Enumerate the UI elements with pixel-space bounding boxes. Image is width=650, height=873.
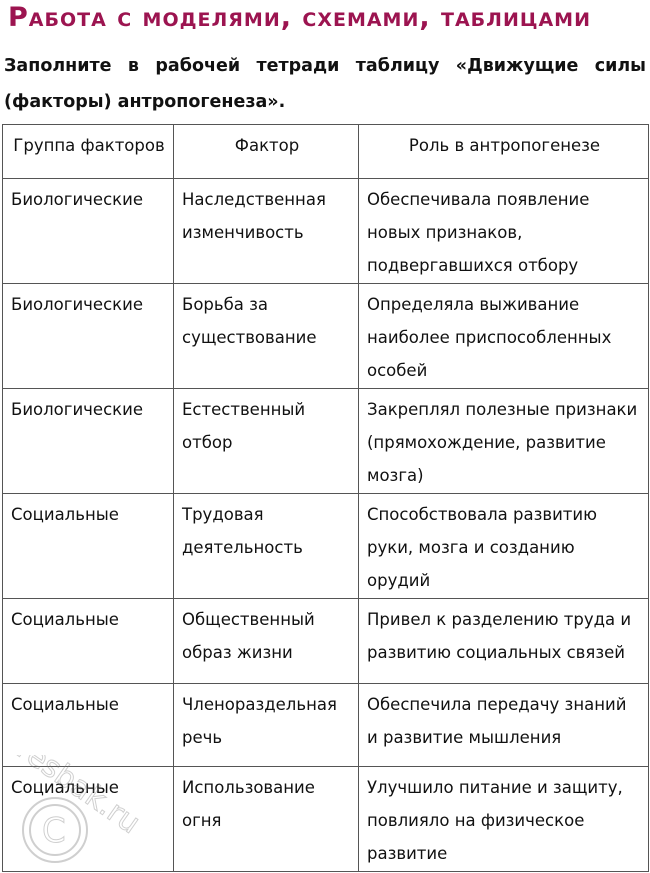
cell-factor: Использование огня [173,766,359,872]
table-row: Социальные Использование огня Улучшило пит… [2,766,649,872]
cell-role: Способствовала развитию руки, мозга и со… [358,493,649,599]
table-row: Биологические Борьба за существование Опре… [2,283,649,389]
header-group: Группа факторов [2,124,174,179]
cell-role: Обеспечила передачу знаний и развитие мы… [358,683,649,767]
cell-group: Биологические [2,283,174,389]
table-row: Социальные Общественный образ жизни Привел… [2,598,649,684]
header-factor: Фактор [173,124,359,179]
header-role: Роль в антропогенезе [358,124,649,179]
cell-factor: Трудовая деятельность [173,493,359,599]
cell-group: Биологические [2,388,174,494]
cell-role: Определяла выживание наиболее приспособл… [358,283,649,389]
cell-group: Социальные [2,766,174,872]
cell-role: Закреплял полезные признаки (прямохожден… [358,388,649,494]
task-text: Заполните в рабочей тетради таблицу «Дви… [4,56,646,112]
cell-group: Социальные [2,493,174,599]
cell-role: Привел к разделению труда и развитию соц… [358,598,649,684]
cell-factor: Членораздельная речь [173,683,359,767]
table-row: Биологические Естественный отбор Закреплял… [2,388,649,494]
table-row: Социальные Трудовая деятельность Способств… [2,493,649,599]
table-header-row: Группа факторов Фактор Роль в антропоген… [2,124,649,179]
section-title: Работа с моделями, схемами, таблицами [8,2,591,33]
cell-factor: Наследственная изменчивость [173,178,359,284]
table-row: Социальные Членораздельная речь Обеспечила… [2,683,649,767]
cell-factor: Естественный отбор [173,388,359,494]
factors-table: Группа факторов Фактор Роль в антропоген… [2,124,649,872]
cell-group: Биологические [2,178,174,284]
table-row: Биологические Наследственная изменчивость… [2,178,649,284]
cell-group: Социальные [2,683,174,767]
cell-factor: Борьба за существование [173,283,359,389]
cell-factor: Общественный образ жизни [173,598,359,684]
cell-role: Улучшило питание и защиту, повлияло на ф… [358,766,649,872]
cell-role: Обеспечивала появление новых признаков, … [358,178,649,284]
cell-group: Социальные [2,598,174,684]
